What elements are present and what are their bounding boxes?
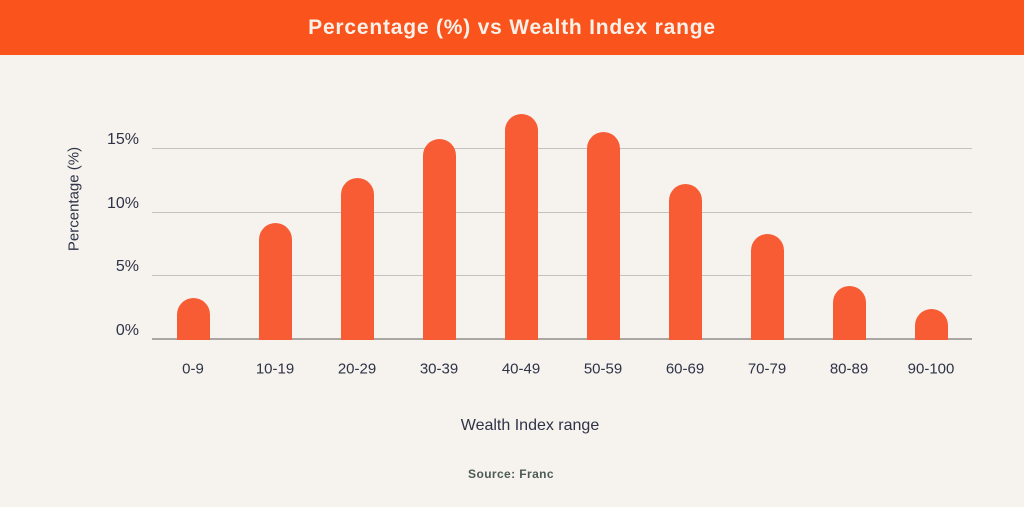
gridline — [152, 275, 972, 277]
x-tick-label: 50-59 — [583, 360, 623, 378]
x-axis-title: Wealth Index range — [460, 417, 600, 434]
bar-50-59 — [586, 132, 620, 340]
chart-header: Percentage (%) vs Wealth Index range — [0, 0, 1024, 55]
bar-30-39 — [422, 138, 456, 340]
x-tick-label: 70-79 — [747, 360, 787, 378]
x-axis-line — [152, 338, 972, 340]
y-tick-label: 15% — [106, 130, 139, 148]
gridline — [152, 211, 972, 213]
bar-20-29 — [340, 178, 374, 340]
source-note: Source: Franc — [468, 467, 554, 481]
bar-10-19 — [258, 222, 292, 340]
x-tick-label: 10-19 — [255, 360, 295, 378]
bar-80-89 — [832, 286, 866, 340]
bar-90-100 — [914, 309, 948, 340]
x-tick-label: 40-49 — [501, 360, 541, 378]
bar-0-9 — [176, 297, 210, 340]
y-tick-label: 5% — [115, 258, 139, 276]
x-tick-label: 90-100 — [907, 360, 955, 378]
y-tick-label: 0% — [115, 322, 139, 339]
x-tick-label: 80-89 — [829, 360, 869, 378]
x-tick-label: 30-39 — [419, 360, 459, 378]
chart-title: Percentage (%) vs Wealth Index range — [308, 15, 716, 39]
bar-40-49 — [504, 114, 538, 340]
plot-area: 0% 5% 10% 15% 0-9 10-19 20-29 30-39 40-49 50-59 60… — [107, 99, 972, 378]
y-tick-label: 10% — [106, 194, 139, 212]
x-tick-label: 0-9 — [182, 360, 204, 378]
x-tick-label: 60-69 — [665, 360, 705, 378]
bar-70-79 — [750, 234, 784, 340]
bar-60-69 — [668, 184, 702, 340]
x-tick-label: 20-29 — [337, 360, 377, 378]
gridline — [152, 147, 972, 149]
